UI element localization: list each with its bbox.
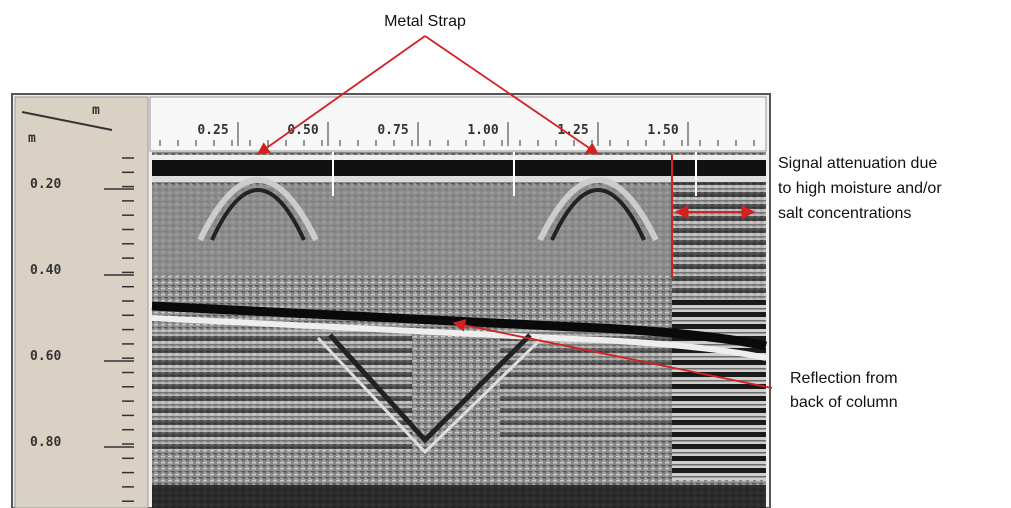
annotation-label: salt concentrations	[778, 205, 911, 222]
annotation-label: to high moisture and/or	[778, 180, 942, 197]
annotation-label: Reflection from	[790, 370, 898, 387]
ruler-label: 0.20	[30, 177, 61, 192]
annotation-label: Signal attenuation due	[778, 155, 937, 172]
ruler-label: 0.40	[30, 263, 61, 278]
ruler-unit: m	[28, 131, 36, 146]
figure: m m 0.250.500.751.001.251.50 0.200.400.6…	[0, 0, 1011, 508]
ruler-label: 0.75	[377, 123, 408, 138]
annotation-label: Metal Strap	[384, 13, 466, 30]
page: m m 0.250.500.751.001.251.50 0.200.400.6…	[0, 0, 1011, 508]
ruler-label: 0.60	[30, 349, 61, 364]
ruler-unit: m	[92, 103, 100, 118]
ruler-label: 1.00	[467, 123, 498, 138]
ruler-label: 0.25	[197, 123, 228, 138]
radargram	[152, 152, 766, 508]
ruler-label: 1.50	[647, 123, 678, 138]
ruler-label: 0.80	[30, 435, 61, 450]
annotation-label: back of column	[790, 394, 898, 411]
